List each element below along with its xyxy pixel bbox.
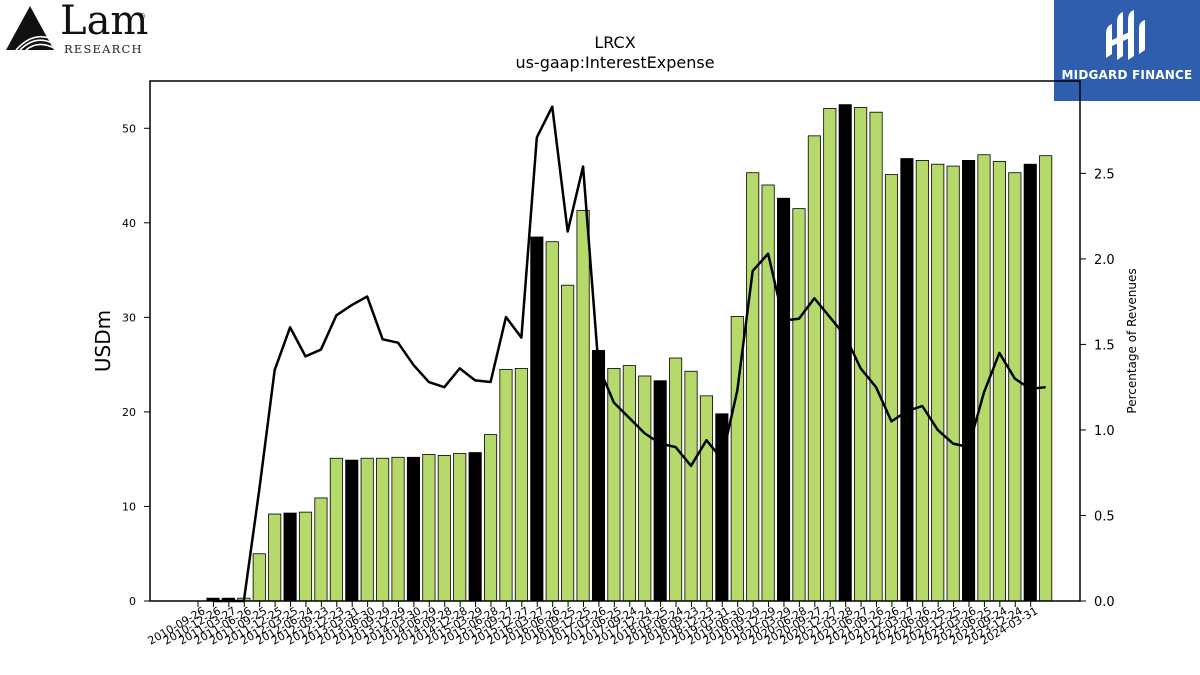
bar-18 — [484, 434, 498, 602]
bar-12 — [391, 456, 405, 602]
bar-54 — [1039, 155, 1053, 602]
bar-36 — [761, 184, 775, 602]
bar-6 — [298, 511, 313, 602]
y2-tick-label-2.5: 2.5 — [1094, 167, 1115, 182]
lam-wordmark: Lam — [60, 0, 149, 44]
y2-tick-label-0.5: 0.5 — [1094, 509, 1115, 524]
bar-3 — [252, 553, 266, 602]
lam-subtitle: RESEARCH — [64, 42, 143, 56]
lam-registered-mark: ® — [138, 12, 146, 21]
lam-triangle-icon — [6, 6, 55, 51]
y-axis-label: USDm — [91, 310, 115, 372]
y-tick-label-30: 30 — [122, 311, 136, 324]
x-axis: 2010-09-262010-12-262011-03-272011-06-26… — [146, 601, 1040, 648]
y2-tick-label-1: 1.0 — [1094, 424, 1115, 439]
y2-tick-label-1.5: 1.5 — [1094, 338, 1115, 353]
bar-9 — [345, 459, 359, 602]
bar-50 — [977, 154, 991, 602]
bar-4 — [268, 513, 282, 602]
bar-37 — [776, 197, 791, 602]
plot-frame — [149, 80, 1081, 602]
bar-23 — [561, 284, 575, 602]
bar-16 — [453, 453, 467, 602]
bar-40 — [823, 108, 837, 602]
bar-51 — [992, 160, 1006, 602]
bar-35 — [746, 172, 760, 602]
bar-20 — [514, 368, 528, 602]
bar-25 — [591, 350, 606, 602]
bar-47 — [931, 163, 945, 602]
bar-13 — [406, 456, 421, 602]
bar-5 — [283, 512, 297, 602]
bar-21 — [530, 236, 544, 602]
chart-title: LRCX — [594, 33, 635, 52]
bar-45 — [900, 158, 914, 602]
bar-17 — [468, 452, 482, 602]
pct-revenues-line — [213, 105, 1046, 603]
bar-39 — [807, 135, 821, 602]
y-axis-right: 0.0 0.5 1.0 1.5 2.0 2.5 — [1080, 167, 1115, 610]
midgard-wordmark: MIDGARD FINANCE — [1061, 68, 1193, 82]
bar-52 — [1008, 172, 1022, 602]
y-tick-label-0: 0 — [129, 595, 136, 608]
bar-29 — [653, 380, 667, 602]
chart-subtitle: us-gaap:InterestExpense — [515, 53, 714, 72]
bar-11 — [376, 457, 390, 602]
bar-24 — [576, 210, 590, 602]
bar-48 — [946, 165, 960, 602]
bar-10 — [360, 457, 374, 602]
y-tick-label-20: 20 — [122, 406, 136, 419]
y-tick-label-40: 40 — [122, 217, 136, 230]
bar-38 — [792, 208, 806, 602]
y2-tick-label-2: 2.0 — [1094, 253, 1115, 268]
y-tick-label-10: 10 — [122, 500, 136, 513]
bar-53 — [1023, 163, 1037, 602]
midgard-emblem-icon — [1106, 10, 1145, 60]
bar-42 — [854, 107, 868, 602]
bar-15 — [437, 454, 451, 602]
bar-19 — [499, 368, 513, 602]
bar-30 — [669, 357, 683, 602]
bar-series — [206, 104, 1053, 602]
bar-31 — [684, 370, 698, 602]
bar-44 — [884, 174, 899, 602]
bar-32 — [699, 395, 713, 602]
y2-tick-label-0: 0.0 — [1094, 595, 1115, 610]
midgard-finance-logo: MIDGARD FINANCE — [1054, 0, 1200, 101]
y-tick-label-50: 50 — [122, 122, 136, 135]
lam-research-logo: Lam ® RESEARCH — [4, 0, 154, 56]
y2-axis-label: Percentage of Revenues — [1125, 268, 1139, 413]
bar-41 — [838, 104, 852, 602]
bar-49 — [962, 160, 976, 602]
bar-7 — [314, 497, 328, 602]
bar-43 — [869, 111, 883, 602]
bar-46 — [915, 160, 929, 602]
bar-22 — [545, 241, 559, 602]
bar-14 — [422, 454, 436, 602]
bar-8 — [329, 457, 343, 602]
y-axis-left: 0 10 20 30 40 50 — [122, 122, 150, 608]
bar-27 — [622, 365, 636, 602]
bar-28 — [638, 375, 652, 602]
